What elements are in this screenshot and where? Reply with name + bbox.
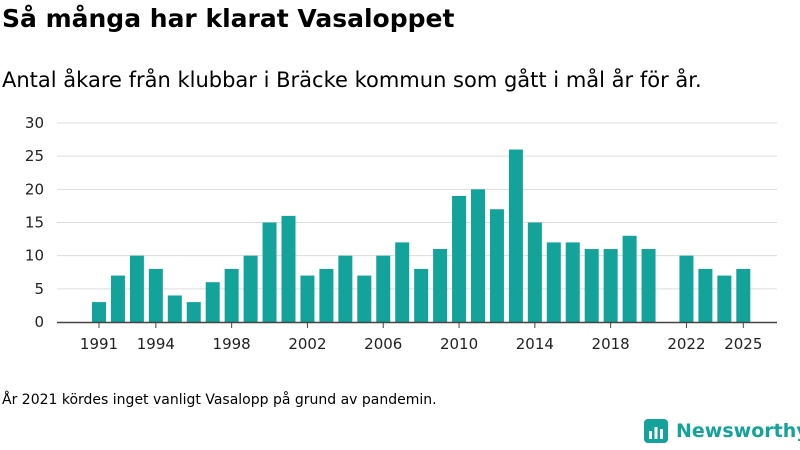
bar [584,249,599,322]
bar [622,235,637,322]
chart-subtitle: Antal åkare från klubbar i Bräcke kommun… [2,68,702,92]
y-tick-label: 0 [34,313,44,331]
bar [357,275,372,322]
bar [395,242,410,322]
bar [167,295,182,322]
bar [338,255,353,322]
bar [489,209,504,322]
bar [736,268,751,322]
bar [698,268,713,322]
bar [433,249,448,322]
bar [414,268,429,322]
bar [527,222,542,322]
bar [92,302,106,322]
bar [717,275,732,322]
chart-title: Så många har klarat Vasaloppet [2,4,455,33]
bar [508,149,523,322]
bar [679,255,694,322]
y-tick-label: 5 [34,280,44,298]
bar [148,268,163,322]
x-tick-label: 2014 [516,335,554,353]
bar [319,268,334,322]
x-tick-label: 2018 [592,335,630,353]
x-tick-label: 2022 [667,335,705,353]
bar [243,255,258,322]
y-tick-label: 10 [25,247,44,265]
x-tick-label: 1991 [80,335,118,353]
x-tick-label: 2010 [440,335,478,353]
bar [641,249,656,322]
x-tick-label: 2025 [724,335,762,353]
bar [452,195,467,322]
footnote: År 2021 kördes inget vanligt Vasalopp på… [2,392,437,408]
bar [110,275,125,322]
x-tick-label: 2002 [288,335,326,353]
bar [281,215,296,322]
bar [565,242,580,322]
bar [224,268,239,322]
bar [205,282,220,322]
y-tick-label: 20 [25,180,44,198]
y-tick-label: 25 [25,147,44,165]
brand-logo: Newsworthy [644,419,800,443]
bar [603,249,618,322]
bar [300,275,315,322]
bar [546,242,561,322]
y-tick-label: 30 [25,114,44,132]
y-tick-label: 15 [25,214,44,232]
x-tick-label: 1994 [137,335,175,353]
x-tick-label: 2006 [364,335,402,353]
bar [186,302,201,322]
bar [471,189,485,322]
x-tick-label: 1998 [213,335,251,353]
bar [262,222,277,322]
bar [376,255,391,322]
newsworthy-logo-icon [644,419,668,443]
brand-name: Newsworthy [676,420,800,442]
bar [129,255,144,322]
